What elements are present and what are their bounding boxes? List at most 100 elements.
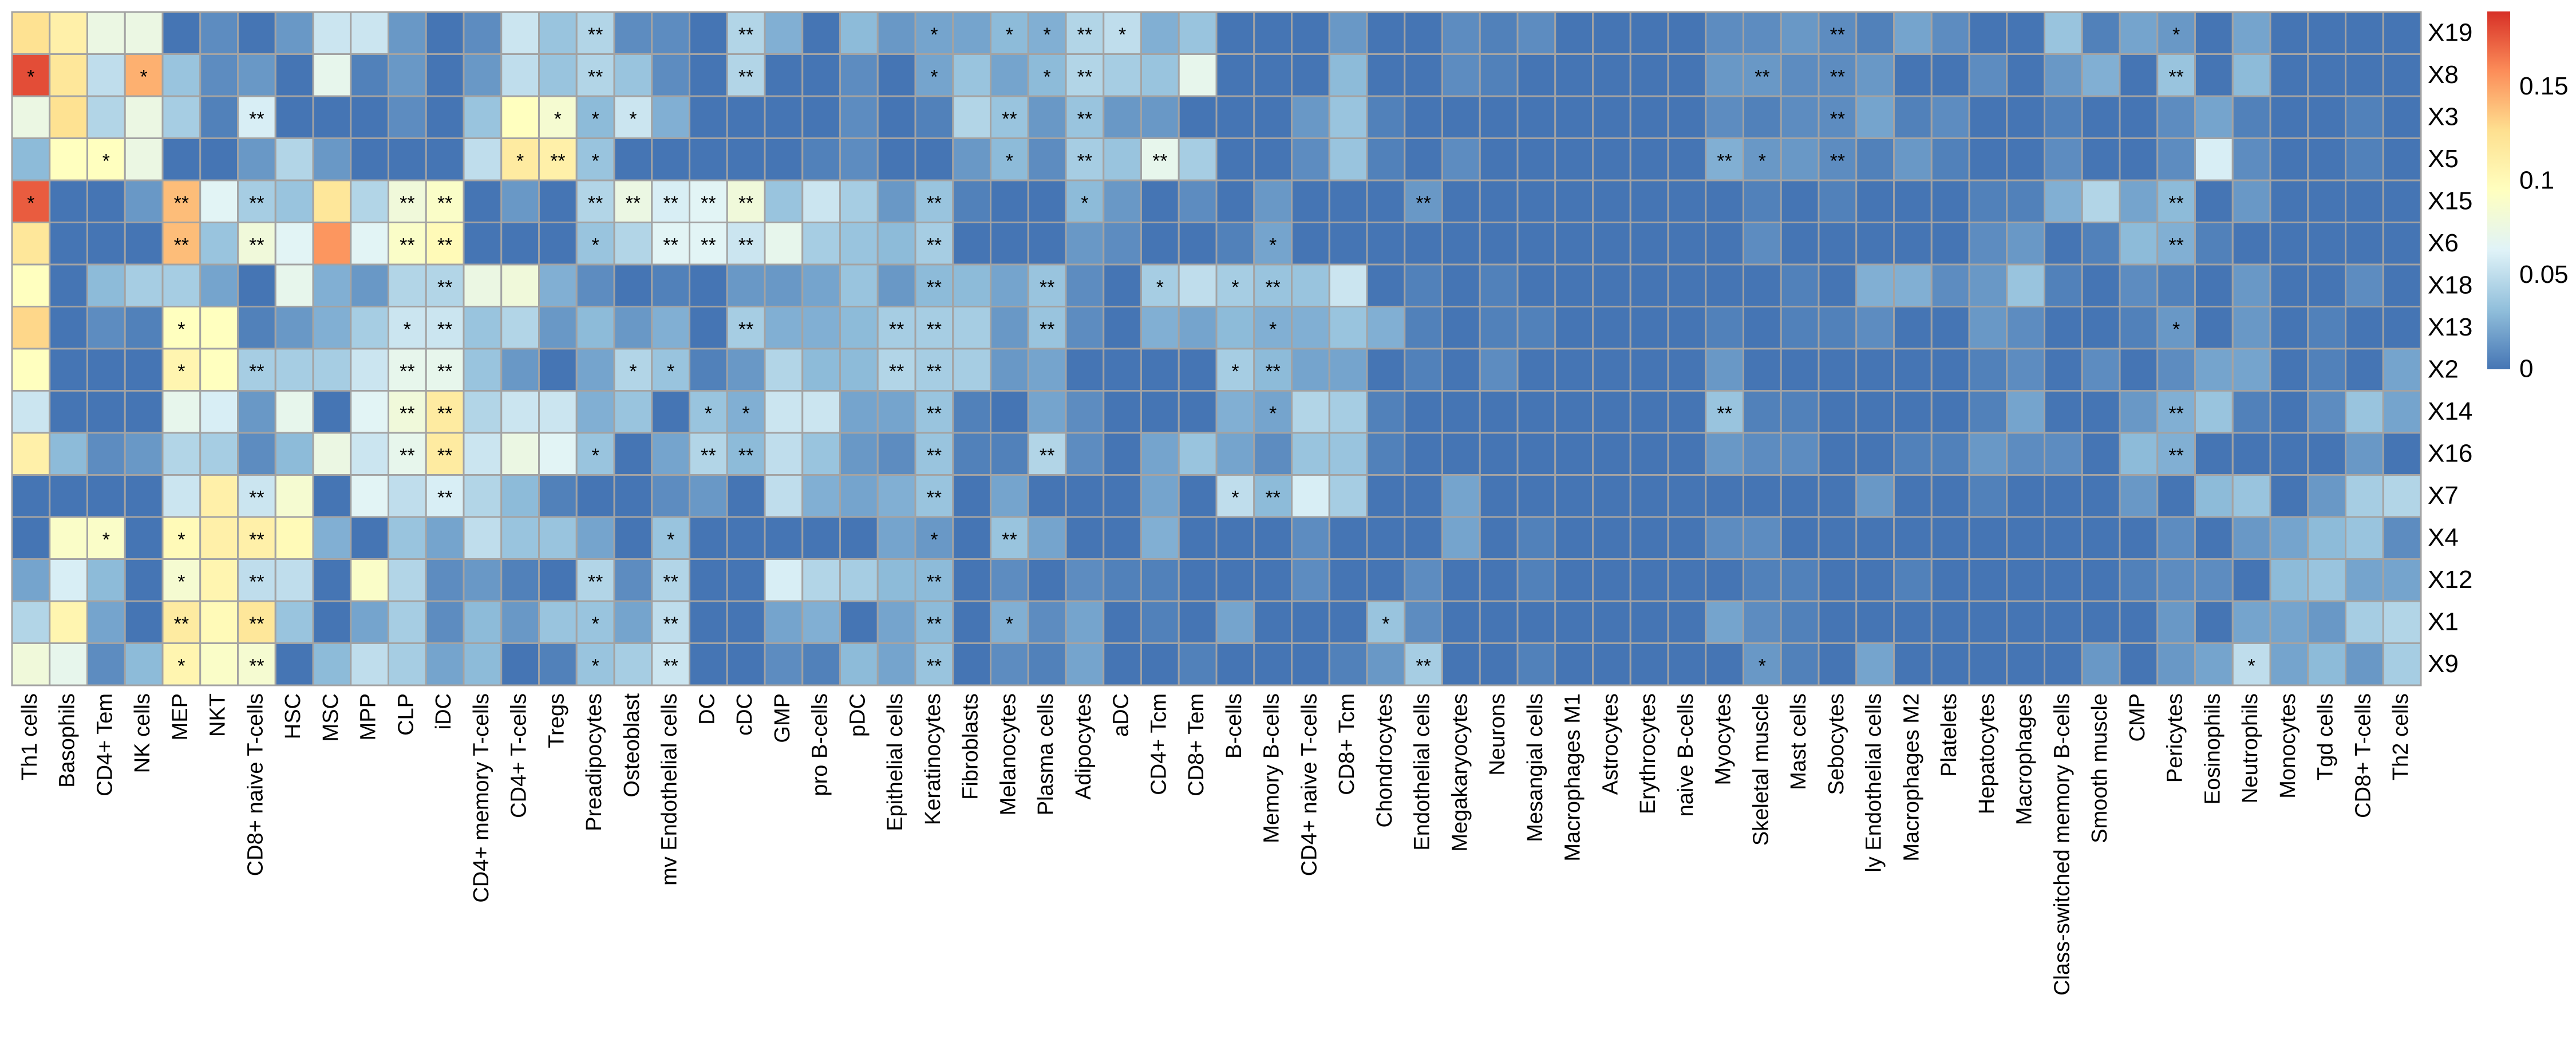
significance-mark: ** — [663, 234, 678, 256]
heatmap-cell — [1968, 306, 2008, 350]
heatmap-cell — [2345, 137, 2384, 181]
heatmap-cell — [1404, 474, 1443, 518]
column-label: Fibroblasts — [959, 693, 983, 800]
heatmap-cell — [124, 222, 164, 266]
heatmap-cell — [1968, 432, 2008, 476]
heatmap-cell — [1328, 137, 1368, 181]
heatmap-cell — [463, 600, 503, 644]
heatmap-cell — [1780, 222, 1820, 266]
heatmap-cell — [1140, 222, 1180, 266]
heatmap-cell — [764, 558, 804, 602]
heatmap-cell — [1743, 263, 1782, 307]
significance-mark: ** — [437, 234, 452, 256]
heatmap-cell — [312, 600, 352, 644]
heatmap-cell — [876, 11, 916, 55]
heatmap-cell — [274, 516, 314, 560]
heatmap-cell — [1140, 306, 1180, 350]
heatmap-cell — [161, 390, 202, 434]
heatmap-cell — [2231, 263, 2271, 307]
heatmap-cell — [651, 222, 690, 266]
heatmap-cell — [1930, 390, 1970, 434]
heatmap-cell — [764, 11, 804, 55]
heatmap-cell — [2269, 137, 2309, 181]
heatmap-cell — [312, 53, 352, 97]
significance-mark: ** — [626, 192, 641, 214]
heatmap-cell — [500, 390, 540, 434]
significance-mark: ** — [738, 445, 753, 467]
heatmap-cell — [1366, 474, 1406, 518]
heatmap-cell — [689, 348, 728, 392]
significance-mark: ** — [927, 571, 942, 593]
significance-mark: ** — [249, 571, 264, 593]
heatmap-cell — [1780, 11, 1820, 55]
heatmap-cell — [86, 222, 126, 266]
heatmap-cell — [1743, 390, 1782, 434]
row-label: X9 — [2428, 650, 2459, 678]
heatmap-cell — [1592, 306, 1631, 350]
heatmap-cell — [613, 558, 653, 602]
heatmap-cell — [1291, 558, 1330, 602]
heatmap-cell — [425, 137, 465, 181]
heatmap-cell — [274, 222, 314, 266]
heatmap-cell — [1027, 516, 1067, 560]
heatmap-cell — [1855, 390, 1895, 434]
heatmap-cell — [1027, 600, 1067, 644]
significance-mark: * — [667, 361, 674, 382]
heatmap-cell — [1178, 222, 1218, 266]
heatmap-cell — [1103, 516, 1142, 560]
heatmap-cell — [2156, 53, 2196, 97]
heatmap-cell — [575, 642, 615, 686]
heatmap-cell — [463, 263, 503, 307]
heatmap-cell — [2307, 390, 2346, 434]
heatmap-cell — [538, 432, 578, 476]
heatmap-cell — [2194, 222, 2234, 266]
heatmap-cell — [1253, 432, 1293, 476]
heatmap-cell — [801, 179, 841, 223]
heatmap-cell — [1366, 306, 1406, 350]
heatmap-cell — [2119, 642, 2159, 686]
heatmap-cell — [86, 516, 126, 560]
heatmap-cell — [1291, 95, 1330, 139]
heatmap-cell — [1930, 53, 1970, 97]
significance-mark: ** — [927, 192, 942, 214]
heatmap-cell — [2194, 642, 2234, 686]
column-label: pro B-cells — [808, 693, 832, 796]
heatmap-cell — [274, 432, 314, 476]
heatmap-cell — [1930, 306, 1970, 350]
significance-mark: ** — [927, 234, 942, 256]
heatmap-cell — [1592, 600, 1631, 644]
heatmap-cell — [388, 53, 427, 97]
heatmap-cell — [1743, 474, 1782, 518]
heatmap-cell — [1215, 306, 1255, 350]
heatmap-cell — [500, 95, 540, 139]
heatmap-cell — [575, 263, 615, 307]
heatmap-cell — [2345, 642, 2384, 686]
heatmap-cell — [2345, 600, 2384, 644]
heatmap-cell — [49, 11, 88, 55]
heatmap-cell — [575, 95, 615, 139]
column-label: Skeletal muscle — [1749, 693, 1773, 846]
heatmap-cell — [425, 642, 465, 686]
heatmap-cell — [2269, 222, 2309, 266]
heatmap-cell — [86, 179, 126, 223]
heatmap-cell — [1328, 348, 1368, 392]
heatmap-cell — [2081, 137, 2121, 181]
significance-mark: * — [1006, 150, 1013, 172]
column-label: CD8+ T-cells — [2351, 693, 2375, 818]
heatmap-cell — [839, 642, 879, 686]
significance-mark: * — [1759, 150, 1766, 172]
heatmap-cell — [1479, 11, 1519, 55]
heatmap-cell — [2081, 11, 2121, 55]
heatmap-cell — [49, 179, 88, 223]
heatmap-cell — [613, 306, 653, 350]
heatmap-cell — [839, 179, 879, 223]
heatmap-cell — [425, 53, 465, 97]
heatmap-cell — [538, 137, 578, 181]
heatmap-cell — [1027, 263, 1067, 307]
heatmap-cell — [2382, 53, 2422, 97]
heatmap-cell — [1554, 558, 1594, 602]
heatmap-cell — [1629, 600, 1669, 644]
heatmap-cell — [2156, 642, 2196, 686]
heatmap-cell — [1930, 11, 1970, 55]
heatmap-cell — [1968, 600, 2008, 644]
